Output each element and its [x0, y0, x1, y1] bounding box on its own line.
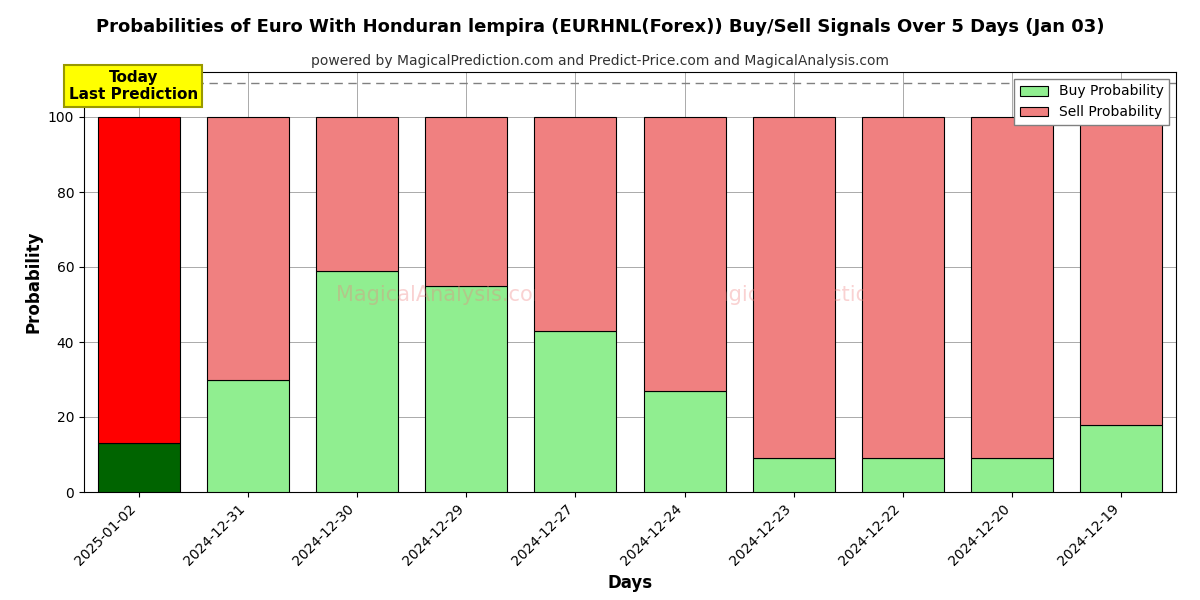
Legend: Buy Probability, Sell Probability: Buy Probability, Sell Probability [1014, 79, 1169, 125]
Bar [316, 117, 398, 271]
Text: Probabilities of Euro With Honduran lempira (EURHNL(Forex)) Buy/Sell Signals Ove: Probabilities of Euro With Honduran lemp… [96, 18, 1104, 36]
Bar [643, 391, 726, 492]
Bar [425, 286, 508, 492]
X-axis label: Days: Days [607, 574, 653, 592]
Bar [862, 117, 944, 458]
Bar [97, 443, 180, 492]
Bar [534, 117, 617, 331]
Bar [862, 458, 944, 492]
Text: powered by MagicalPrediction.com and Predict-Price.com and MagicalAnalysis.com: powered by MagicalPrediction.com and Pre… [311, 54, 889, 68]
Bar [534, 331, 617, 492]
Bar [206, 379, 289, 492]
Bar [971, 117, 1054, 458]
Bar [206, 117, 289, 379]
Bar [425, 117, 508, 286]
Text: Today
Last Prediction: Today Last Prediction [68, 70, 198, 102]
Text: MagicalAnalysis.com: MagicalAnalysis.com [336, 284, 553, 305]
Bar [752, 458, 835, 492]
Bar [971, 458, 1054, 492]
Bar [1080, 117, 1163, 424]
Bar [752, 117, 835, 458]
Text: MagicalPrediction.com: MagicalPrediction.com [698, 284, 932, 305]
Bar [1080, 424, 1163, 492]
Bar [643, 117, 726, 391]
Y-axis label: Probability: Probability [24, 231, 42, 333]
Bar [316, 271, 398, 492]
Bar [97, 117, 180, 443]
